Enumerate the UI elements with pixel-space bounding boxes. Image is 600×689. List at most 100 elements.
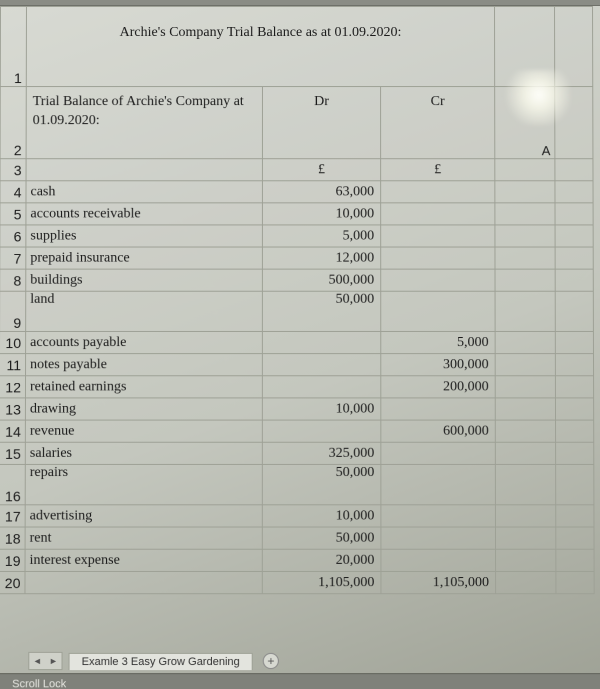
account-label[interactable]: supplies xyxy=(26,225,263,247)
empty-cell[interactable] xyxy=(495,398,555,420)
account-label[interactable]: interest expense xyxy=(25,549,262,571)
empty-cell[interactable] xyxy=(555,269,593,291)
empty-cell[interactable] xyxy=(555,159,593,181)
cr-value[interactable]: 200,000 xyxy=(381,376,495,398)
account-label[interactable]: rent xyxy=(25,527,262,549)
dr-value[interactable]: 10,000 xyxy=(262,398,380,420)
account-label[interactable]: revenue xyxy=(25,420,262,442)
empty-cell[interactable] xyxy=(495,291,555,331)
dr-value[interactable] xyxy=(262,420,380,442)
empty-cell[interactable] xyxy=(555,6,593,86)
empty-cell[interactable] xyxy=(555,398,593,420)
empty-cell[interactable] xyxy=(555,247,593,269)
account-label[interactable]: retained earnings xyxy=(25,376,262,398)
empty-cell[interactable] xyxy=(495,331,555,353)
dr-value[interactable]: 12,000 xyxy=(262,247,380,269)
dr-value[interactable] xyxy=(262,376,380,398)
dr-value[interactable] xyxy=(262,354,380,376)
row-number: 5 xyxy=(0,203,26,225)
account-label[interactable]: salaries xyxy=(25,442,262,464)
empty-cell[interactable] xyxy=(556,464,594,504)
dr-value[interactable] xyxy=(262,331,380,353)
empty-cell[interactable] xyxy=(555,331,593,353)
empty-cell[interactable]: A xyxy=(495,87,555,159)
cr-value[interactable]: 5,000 xyxy=(381,331,495,353)
cr-value[interactable] xyxy=(381,505,496,527)
account-label[interactable] xyxy=(25,571,262,593)
cr-value[interactable] xyxy=(381,181,495,203)
empty-cell[interactable] xyxy=(556,442,594,464)
empty-cell[interactable] xyxy=(555,291,593,331)
empty-cell[interactable] xyxy=(495,527,555,549)
account-label[interactable]: drawing xyxy=(25,398,262,420)
cr-value[interactable] xyxy=(381,269,495,291)
empty-cell[interactable] xyxy=(26,159,262,181)
empty-cell[interactable] xyxy=(556,527,594,549)
cr-value[interactable] xyxy=(381,247,495,269)
account-label[interactable]: land xyxy=(26,291,263,331)
empty-cell[interactable] xyxy=(556,420,594,442)
empty-cell[interactable] xyxy=(555,354,593,376)
account-label[interactable]: notes payable xyxy=(26,354,263,376)
empty-cell[interactable] xyxy=(495,442,555,464)
row-number: 16 xyxy=(0,464,25,504)
cr-value[interactable] xyxy=(381,225,495,247)
empty-cell[interactable] xyxy=(495,354,555,376)
dr-value[interactable]: 325,000 xyxy=(262,442,381,464)
cr-value[interactable] xyxy=(381,464,496,504)
cr-column-header: Cr xyxy=(381,87,495,159)
tab-nav-arrows[interactable]: ◄ ► xyxy=(28,652,62,670)
empty-cell[interactable] xyxy=(495,505,555,527)
empty-cell[interactable] xyxy=(555,203,593,225)
dr-value[interactable]: 20,000 xyxy=(262,549,381,571)
cr-value[interactable] xyxy=(381,442,496,464)
dr-value[interactable]: 50,000 xyxy=(262,527,381,549)
empty-cell[interactable] xyxy=(495,420,555,442)
empty-cell[interactable] xyxy=(556,571,594,593)
empty-cell[interactable] xyxy=(495,6,555,86)
account-label[interactable]: accounts payable xyxy=(26,331,263,353)
cr-value[interactable]: 300,000 xyxy=(381,354,495,376)
dr-value[interactable]: 5,000 xyxy=(262,225,380,247)
empty-cell[interactable] xyxy=(555,181,593,203)
dr-value[interactable]: 50,000 xyxy=(262,464,381,504)
account-label[interactable]: cash xyxy=(26,181,262,203)
empty-cell[interactable] xyxy=(495,159,555,181)
cr-value[interactable] xyxy=(381,527,496,549)
dr-value[interactable]: 500,000 xyxy=(262,269,380,291)
empty-cell[interactable] xyxy=(495,247,555,269)
cr-value[interactable] xyxy=(381,291,495,331)
account-label[interactable]: accounts receivable xyxy=(26,203,263,225)
dr-value[interactable]: 10,000 xyxy=(262,203,380,225)
cr-value[interactable]: 1,105,000 xyxy=(381,571,496,593)
account-label[interactable]: repairs xyxy=(25,464,262,504)
add-sheet-button[interactable]: + xyxy=(263,653,279,669)
empty-cell[interactable] xyxy=(556,549,594,571)
empty-cell[interactable] xyxy=(495,464,555,504)
account-label[interactable]: prepaid insurance xyxy=(26,247,263,269)
empty-cell[interactable] xyxy=(496,549,556,571)
empty-cell[interactable] xyxy=(495,225,555,247)
empty-cell[interactable] xyxy=(495,376,555,398)
empty-cell[interactable] xyxy=(496,571,556,593)
dr-value[interactable]: 1,105,000 xyxy=(262,571,381,593)
cr-value[interactable] xyxy=(381,398,495,420)
empty-cell[interactable] xyxy=(555,225,593,247)
empty-cell[interactable] xyxy=(495,269,555,291)
cr-value[interactable]: 600,000 xyxy=(381,420,495,442)
dr-value[interactable]: 63,000 xyxy=(262,181,380,203)
cr-value[interactable] xyxy=(381,203,495,225)
cr-value[interactable] xyxy=(381,549,496,571)
empty-cell[interactable] xyxy=(555,376,593,398)
empty-cell[interactable] xyxy=(556,505,594,527)
empty-cell[interactable] xyxy=(495,203,555,225)
dr-value[interactable]: 10,000 xyxy=(262,505,381,527)
dr-value[interactable]: 50,000 xyxy=(262,291,380,331)
dr-column-header: Dr xyxy=(262,87,380,159)
row-number: 9 xyxy=(0,291,26,331)
account-label[interactable]: advertising xyxy=(25,505,262,527)
empty-cell[interactable] xyxy=(555,87,593,159)
sheet-tab-active[interactable]: Examle 3 Easy Grow Gardening xyxy=(69,652,253,669)
empty-cell[interactable] xyxy=(495,181,555,203)
account-label[interactable]: buildings xyxy=(26,269,263,291)
